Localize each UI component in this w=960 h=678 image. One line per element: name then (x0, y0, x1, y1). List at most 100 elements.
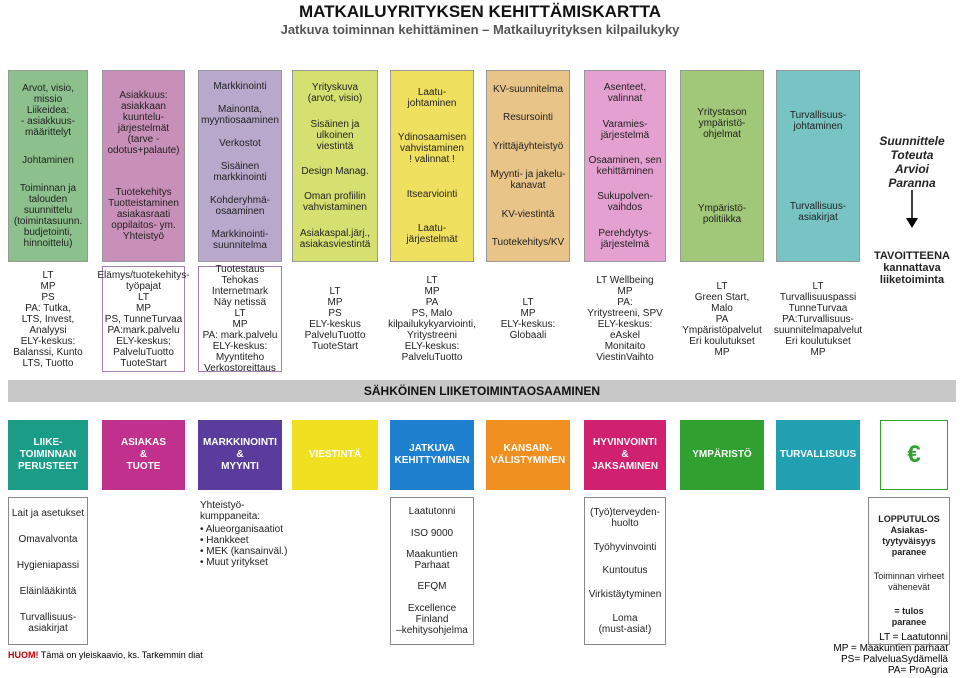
legend-item: MP = Maakuntien parhaat (833, 643, 948, 654)
bottom-item: EFQM (417, 581, 447, 593)
bottom-item: Työhyvinvointi (593, 541, 657, 553)
middle-box: Elämys/tuotekehitys- työpajat LT MP PS, … (97, 266, 190, 372)
bottom-item: Excellence Finland –kehitysohjelma (396, 602, 468, 636)
top-box: Markkinointi Mainonta, myyntiosaaminen Ver… (198, 70, 282, 262)
top-item: Itsearviointi (406, 188, 458, 200)
middle-box: TAVOITTEENA kannattava liiketoiminta (874, 250, 950, 286)
top-item: KV-suunnitelma (492, 83, 564, 95)
top-item: Tuotekehitys/KV (491, 237, 565, 249)
bottom-item: Virkistäytyminen (588, 589, 662, 601)
bottom-item: Lait ja asetukset (11, 508, 85, 520)
bottom-item: Laatutonni (408, 506, 456, 518)
arrow (906, 190, 918, 228)
top-item: Tuotekehitys Tuotteistaminen asiakasraat… (108, 186, 179, 242)
middle-box: LT MP ELY-keskus: Globaali (500, 297, 556, 341)
bottom-item: Kuntoutus (602, 565, 648, 577)
top-box: Laatu- johtaminen Ydinosaamisen vahvistam… (390, 70, 474, 262)
top-item: Kohderyhmä- osaaminen (209, 195, 271, 217)
middle-box: Tuotestaus Tehokas Internetmark Näy neti… (198, 264, 282, 374)
bottom-item: = tulos paranee (891, 606, 927, 627)
middle-box: LT Wellbeing MP PA: Yritystreeni, SPV EL… (587, 275, 663, 363)
bottom-item: Yhteistyö- kumppaneita: (200, 500, 261, 522)
top-item: Turvallisuus- johtaminen (789, 109, 847, 132)
bottom-item: Eläinlääkintä (19, 585, 77, 597)
bottom-item: Omavalvonta (18, 534, 78, 546)
top-item: Laatu- järjestelmät (406, 223, 458, 246)
top-item: Ydinosaamisen vahvistaminen ! valinnat ! (397, 132, 467, 166)
bottom-item: Loma (must-asia!) (598, 612, 652, 635)
top-item: Sisäinen ja ulkoinen viestintä (310, 118, 360, 152)
top-item: Yrityskuva (arvot, visio) (307, 82, 363, 105)
top-item: Design Manag. (301, 165, 369, 177)
middle-box: LT Turvallisuuspassi TunneTurvaa PA:Turv… (773, 280, 863, 358)
bottom-item: (Työ)terveyden- huolto (589, 507, 661, 530)
top-box: Yritystason ympäristö- ohjelmat Ympäristö… (680, 70, 764, 262)
header-box: VIESTINTÄ (292, 420, 378, 490)
top-item: Osaaminen, sen kehittäminen (588, 154, 662, 177)
bottom-item: Hygieniapassi (16, 559, 80, 571)
top-item: Varamies- järjestelmä (600, 118, 650, 141)
legend-item: PA= ProAgria (887, 665, 948, 676)
top-box: KV-suunnitelma Resursointi Yrittäjäyhteist… (486, 70, 570, 262)
top-item: Yrittäjäyhteistyö (492, 140, 564, 152)
top-box: Asenteet, valinnat Varamies- järjestelmä O… (584, 70, 666, 262)
top-item: Yritystason ympäristö- ohjelmat (697, 106, 747, 140)
top-item: Myynti- ja jakelu- kanavat (490, 169, 566, 192)
header-box: ASIAKAS & TUOTE (102, 420, 185, 490)
header-box: TURVALLISUUS (776, 420, 860, 490)
top-item: Asenteet, valinnat (603, 82, 647, 105)
top-item: Asiakaspal.järj., asiakasviestintä (299, 227, 371, 250)
bottom-item: Toiminnan virheet vähenevät (873, 571, 945, 592)
bottom-box: Yhteistyö- kumppaneita: • Alueorganisaati… (198, 497, 290, 645)
top-item: Sukupolven- vaihdos (597, 191, 653, 214)
title: MATKAILUYRITYKSEN KEHITTÄMISKARTTA (298, 2, 661, 21)
top-item: Perehdytys- järjestelmä (598, 227, 652, 250)
top-box: Yrityskuva (arvot, visio) Sisäinen ja ulk… (292, 70, 378, 262)
top-item: Oman profiilin vahvistaminen (303, 191, 367, 214)
note: HUOM! Tämä on yleiskaavio, ks. Tarkemmin… (8, 650, 203, 660)
top-item: Turvallisuus- asiakirjat (789, 200, 847, 223)
bottom-item: LOPPUTULOS Asiakas- tyytyväisyys paranee (878, 514, 940, 557)
bottom-box: Laatutonni ISO 9000 Maakuntien Parhaat EFQM… (390, 497, 474, 645)
legend-item: LT = Laatutonni (879, 632, 948, 643)
middle-box: LT MP PA PS, Malo kilpailukykyarviointi,… (388, 275, 476, 363)
bottom-box: Lait ja asetukset Omavalvonta Hygieniapass… (8, 497, 88, 645)
bottom-item: • Alueorganisaatiot • Hankkeet • MEK (ka… (200, 524, 288, 568)
header-box: JATKUVA KEHITTYMINEN (390, 420, 474, 490)
top-box: Suunnittele Toteuta Arvioi Paranna (866, 70, 958, 262)
top-box: Turvallisuus- johtaminen Turvallisuus- as… (776, 70, 860, 262)
header-box: MARKKINOINTI & MYYNTI (198, 420, 282, 490)
bottom-item: Turvallisuus- asiakirjat (19, 611, 77, 634)
subtitle: Jatkuva toiminnan kehittäminen – Matkail… (280, 22, 680, 37)
top-item: KV-viestintä (501, 208, 555, 220)
note-text: Tämä on yleiskaavio, ks. Tarkemmin diat (40, 650, 203, 660)
legend: LT = Laatutonni MP = Maakuntien parhaat PS… (833, 632, 948, 676)
top-item: Verkostot (219, 138, 261, 149)
top-item: Mainonta, myyntiosaaminen (201, 104, 279, 126)
bottom-box: (Työ)terveyden- huolto Työhyvinvointi Kunt… (584, 497, 666, 645)
top-item: Markkinointi- suunnitelma (211, 229, 269, 251)
band: SÄHKÖINEN LIIKETOIMINTAOSAAMINEN (8, 380, 956, 402)
top-item: Markkinointi (213, 81, 267, 92)
middle-box: LT Green Start, Malo PA Ympäristöpalvelu… (682, 280, 762, 358)
top-item: Toiminnan ja talouden suunnittelu (toimi… (13, 182, 83, 249)
top-item: Resursointi (502, 112, 554, 124)
header-box: YMPÄRISTÖ (680, 420, 764, 490)
header-box: KANSAIN- VÄLISTYMINEN (486, 420, 570, 490)
top-box: Asiakkuus: asiakkaan kuuntelu- järjestel… (102, 70, 185, 262)
top-box: Arvot, visio, missio Liikeidea: - asiakk… (8, 70, 88, 262)
top-item: Sisäinen markkinointi (213, 161, 267, 183)
top-item: Laatu- johtaminen (407, 86, 457, 109)
header-box: € (880, 420, 948, 490)
legend-item: PS= PalveluaSydämellä (840, 654, 948, 665)
header-box: LIIKE- TOIMINNAN PERUSTEET (8, 420, 88, 490)
top-item: Arvot, visio, missio Liikeidea: - asiakk… (21, 83, 75, 139)
top-item: Johtaminen (22, 154, 74, 166)
middle-box: LT MP PS ELY-keskus PalveluTuotto TuoteS… (304, 286, 366, 352)
top-item: Suunnittele Toteuta Arvioi Paranna (879, 134, 945, 190)
bottom-item: Maakuntien Parhaat (406, 548, 458, 571)
top-item: Ympäristö- politiikka (697, 203, 747, 226)
header-box: HYVINVOINTI & JAKSAMINEN (584, 420, 666, 490)
middle-box: LT MP PS PA: Tutka, LTS, Invest, Analyys… (13, 269, 83, 369)
